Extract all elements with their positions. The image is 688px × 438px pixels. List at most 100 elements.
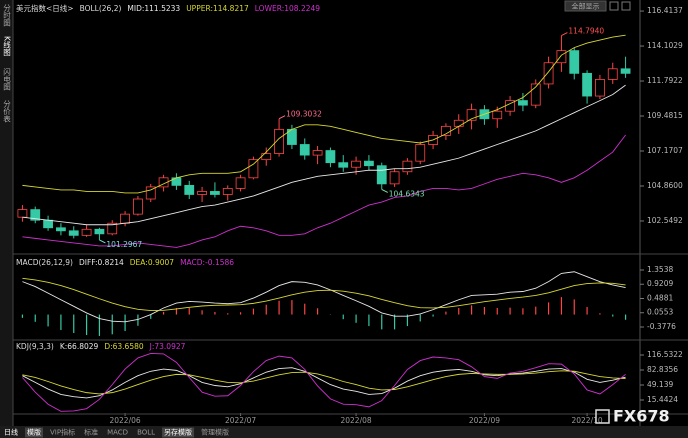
legend-text: KDJ(9,3,3) <box>16 342 54 351</box>
logo-icon <box>595 409 610 424</box>
y-tick-label: 111.7922 <box>647 76 683 85</box>
legend-text: UPPER:114.8217 <box>186 4 249 13</box>
candle-body <box>210 191 220 195</box>
candle-body <box>274 128 284 154</box>
legend-text: J:73.0927 <box>149 342 186 351</box>
y-tick-label: 102.5492 <box>647 216 683 225</box>
y-tick-label: 104.8600 <box>647 181 683 190</box>
candle-body <box>120 213 130 224</box>
indicator-line <box>22 352 626 412</box>
candle-body <box>133 198 143 215</box>
legend-text: DEA:0.9007 <box>130 258 175 267</box>
candle-body <box>43 219 53 229</box>
x-tick-label: 2022/07 <box>225 416 256 425</box>
legend-text: 美元指数<日线> <box>16 3 74 13</box>
y-tick-label: 0.0553 <box>647 308 673 317</box>
annotation-pointer <box>278 115 286 120</box>
indicator-line <box>22 84 626 226</box>
annotation-label: 101.2967 <box>106 240 142 249</box>
candle-body <box>312 150 323 156</box>
x-tick-label: 2022/10 <box>571 416 602 425</box>
candle-body <box>235 177 246 189</box>
toolbar-highlight <box>162 427 195 438</box>
annotation-pointer <box>381 188 388 193</box>
candle-body <box>299 144 310 156</box>
toolbar-item[interactable]: 模版 <box>27 428 41 437</box>
candle-body <box>492 110 503 120</box>
y-tick-label: 116.5322 <box>647 350 683 359</box>
candle-body <box>17 209 28 218</box>
toolbar-item[interactable]: 管理模版 <box>201 428 229 437</box>
top-button-bg[interactable] <box>564 0 607 12</box>
candle-body <box>402 160 413 173</box>
toolbar-item[interactable]: 另存模版 <box>164 428 192 437</box>
candle-body <box>248 159 259 179</box>
indicator-line <box>22 370 626 395</box>
y-tick-label: -0.3776 <box>647 322 676 331</box>
x-tick-label: 2022/08 <box>340 416 371 425</box>
indicator-line <box>22 367 626 399</box>
candle-body <box>620 68 631 74</box>
legend-text: LOWER:108.2249 <box>255 4 320 13</box>
x-tick-label: 2022/06 <box>109 416 140 425</box>
y-tick-label: 1.3538 <box>647 265 673 274</box>
sidebar <box>0 0 13 438</box>
y-tick-label: 0.9209 <box>647 279 673 288</box>
indicator-line <box>22 277 626 312</box>
candle-body <box>351 160 361 168</box>
candle-body <box>81 228 92 236</box>
candle-body <box>389 171 400 185</box>
candle-body <box>376 165 387 185</box>
legend-text: K:66.8029 <box>60 342 99 351</box>
toolbar-item[interactable]: BOLL <box>137 429 155 437</box>
y-tick-label: 49.139 <box>647 380 673 389</box>
annotation-label: 104.6343 <box>389 189 425 198</box>
annotation-pointer <box>561 32 568 37</box>
icon[interactable] <box>609 1 619 11</box>
candle-body <box>530 83 541 106</box>
sidebar-tab[interactable]: 分价表 <box>2 100 11 124</box>
sidebar-tab[interactable]: K线图 <box>2 36 11 57</box>
candle-body <box>595 78 605 97</box>
x-tick-label: 2022/09 <box>469 416 500 425</box>
annotation-pointer <box>99 239 106 244</box>
candle-body <box>56 227 66 232</box>
y-tick-label: 82.8356 <box>647 365 678 374</box>
y-tick-label: 15.4424 <box>647 395 678 404</box>
sidebar-tab[interactable]: 分时图 <box>2 4 11 28</box>
candle-body <box>68 230 79 236</box>
candle-body <box>94 228 105 235</box>
candle-body <box>569 50 580 74</box>
candle-body <box>582 72 592 97</box>
indicator-line <box>22 271 626 323</box>
toolbar-item[interactable]: VIP指标 <box>50 428 75 437</box>
candle-body <box>145 186 156 200</box>
candle-body <box>325 150 336 164</box>
toolbar-highlight <box>25 427 43 438</box>
candle-body <box>338 162 349 168</box>
candle-body <box>518 100 528 106</box>
y-tick-label: 109.4815 <box>647 111 683 120</box>
y-tick-label: 107.1707 <box>647 146 683 155</box>
candle-body <box>197 191 207 195</box>
candle-body <box>222 188 233 195</box>
top-button[interactable]: 全部显示 <box>572 2 600 11</box>
indicator-line <box>22 134 626 248</box>
watermark: FX678 <box>613 407 670 426</box>
y-tick-label: 0.4881 <box>647 293 673 302</box>
toolbar-item[interactable]: 日线 <box>4 428 18 437</box>
candle-body <box>543 62 554 85</box>
toolbar <box>0 426 688 438</box>
toolbar-item[interactable]: 标准 <box>84 428 98 437</box>
candle-body <box>466 109 477 121</box>
sidebar-tab[interactable]: 闪电图 <box>2 68 11 92</box>
icon[interactable] <box>621 1 631 11</box>
annotation-label: 114.7940 <box>568 27 604 36</box>
candle-body <box>364 160 374 167</box>
candle-body <box>184 184 195 195</box>
annotation-label: 109.3032 <box>286 110 322 119</box>
legend-text: MACD(26,12,9) <box>16 258 73 267</box>
toolbar-item[interactable]: MACD <box>107 429 128 437</box>
legend-text: MID:111.5233 <box>127 4 180 13</box>
